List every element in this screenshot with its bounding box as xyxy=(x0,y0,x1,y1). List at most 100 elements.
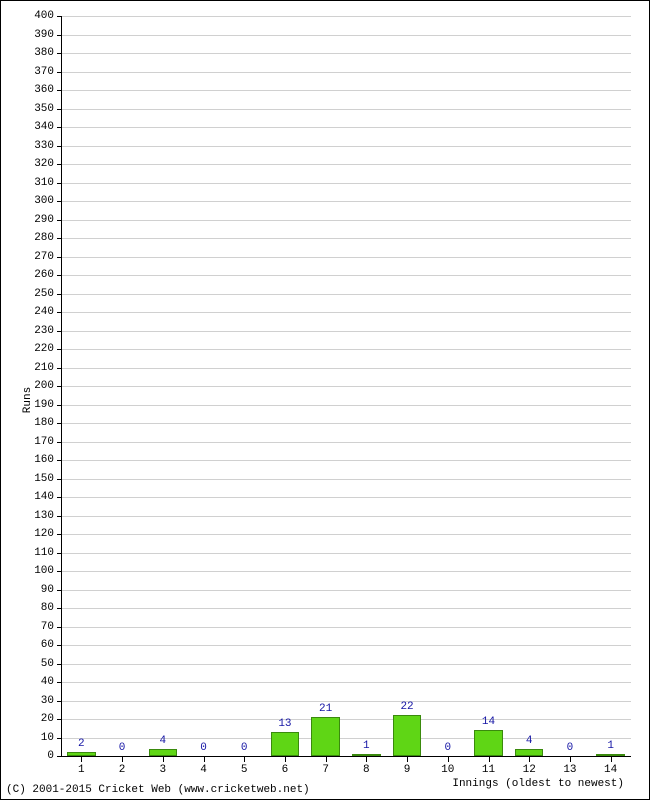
y-tick-label: 150 xyxy=(34,473,54,485)
x-tick-label: 13 xyxy=(563,764,576,776)
gridline xyxy=(61,275,631,276)
y-tick-label: 170 xyxy=(34,436,54,448)
y-tick-mark xyxy=(57,645,61,646)
x-tick-label: 2 xyxy=(119,764,126,776)
gridline xyxy=(61,368,631,369)
y-tick-label: 310 xyxy=(34,177,54,189)
y-tick-mark xyxy=(57,571,61,572)
y-tick-label: 380 xyxy=(34,47,54,59)
y-tick-label: 320 xyxy=(34,158,54,170)
y-tick-mark xyxy=(57,349,61,350)
y-tick-label: 120 xyxy=(34,528,54,540)
y-tick-label: 130 xyxy=(34,510,54,522)
y-tick-label: 140 xyxy=(34,491,54,503)
y-tick-label: 400 xyxy=(34,10,54,22)
y-tick-label: 110 xyxy=(34,547,54,559)
bar xyxy=(149,749,178,756)
y-tick-mark xyxy=(57,238,61,239)
bar xyxy=(393,715,422,756)
x-tick-mark xyxy=(285,756,286,762)
y-tick-label: 350 xyxy=(34,103,54,115)
bar-value-label: 21 xyxy=(319,703,332,715)
x-tick-label: 7 xyxy=(322,764,329,776)
gridline xyxy=(61,72,631,73)
gridline xyxy=(61,164,631,165)
chart-container: Runs (C) 2001-2015 Cricket Web (www.cric… xyxy=(0,0,650,800)
bar-value-label: 2 xyxy=(78,738,85,750)
bar-value-label: 0 xyxy=(567,742,574,754)
y-tick-mark xyxy=(57,738,61,739)
x-tick-mark xyxy=(81,756,82,762)
x-tick-mark xyxy=(326,756,327,762)
copyright-text: (C) 2001-2015 Cricket Web (www.cricketwe… xyxy=(6,784,310,796)
gridline xyxy=(61,16,631,17)
bar-value-label: 4 xyxy=(159,735,166,747)
gridline xyxy=(61,627,631,628)
y-tick-mark xyxy=(57,608,61,609)
gridline xyxy=(61,220,631,221)
x-tick-mark xyxy=(163,756,164,762)
y-tick-label: 100 xyxy=(34,565,54,577)
y-tick-label: 200 xyxy=(34,380,54,392)
bar-value-label: 0 xyxy=(444,742,451,754)
x-tick-label: 14 xyxy=(604,764,617,776)
y-tick-label: 360 xyxy=(34,84,54,96)
y-tick-mark xyxy=(57,701,61,702)
gridline xyxy=(61,479,631,480)
y-tick-label: 210 xyxy=(34,362,54,374)
bar xyxy=(515,749,544,756)
y-axis-label: Runs xyxy=(22,387,34,413)
y-tick-mark xyxy=(57,294,61,295)
y-tick-label: 260 xyxy=(34,269,54,281)
gridline xyxy=(61,423,631,424)
y-tick-label: 180 xyxy=(34,417,54,429)
y-tick-mark xyxy=(57,164,61,165)
y-tick-label: 220 xyxy=(34,343,54,355)
y-tick-mark xyxy=(57,257,61,258)
y-tick-mark xyxy=(57,146,61,147)
bar-value-label: 0 xyxy=(241,742,248,754)
gridline xyxy=(61,312,631,313)
gridline xyxy=(61,294,631,295)
y-tick-mark xyxy=(57,275,61,276)
y-tick-mark xyxy=(57,53,61,54)
x-tick-mark xyxy=(204,756,205,762)
bar xyxy=(271,732,300,756)
gridline xyxy=(61,719,631,720)
x-tick-label: 4 xyxy=(200,764,207,776)
y-tick-mark xyxy=(57,201,61,202)
x-tick-label: 8 xyxy=(363,764,370,776)
y-axis-line xyxy=(61,16,62,756)
y-tick-mark xyxy=(57,719,61,720)
y-tick-mark xyxy=(57,183,61,184)
gridline xyxy=(61,183,631,184)
y-tick-mark xyxy=(57,479,61,480)
x-tick-mark xyxy=(366,756,367,762)
gridline xyxy=(61,109,631,110)
y-tick-mark xyxy=(57,553,61,554)
bar xyxy=(474,730,503,756)
y-tick-label: 70 xyxy=(41,621,54,633)
y-tick-label: 30 xyxy=(41,695,54,707)
x-tick-mark xyxy=(570,756,571,762)
y-tick-mark xyxy=(57,386,61,387)
y-tick-label: 160 xyxy=(34,454,54,466)
y-tick-label: 230 xyxy=(34,325,54,337)
y-tick-label: 250 xyxy=(34,288,54,300)
x-tick-mark xyxy=(448,756,449,762)
x-tick-mark xyxy=(529,756,530,762)
gridline xyxy=(61,201,631,202)
y-tick-label: 190 xyxy=(34,399,54,411)
x-tick-label: 11 xyxy=(482,764,495,776)
y-tick-mark xyxy=(57,516,61,517)
y-tick-mark xyxy=(57,460,61,461)
gridline xyxy=(61,516,631,517)
y-tick-mark xyxy=(57,35,61,36)
x-tick-label: 5 xyxy=(241,764,248,776)
y-tick-label: 290 xyxy=(34,214,54,226)
y-tick-label: 60 xyxy=(41,639,54,651)
y-tick-label: 330 xyxy=(34,140,54,152)
y-tick-label: 390 xyxy=(34,29,54,41)
gridline xyxy=(61,146,631,147)
gridline xyxy=(61,238,631,239)
